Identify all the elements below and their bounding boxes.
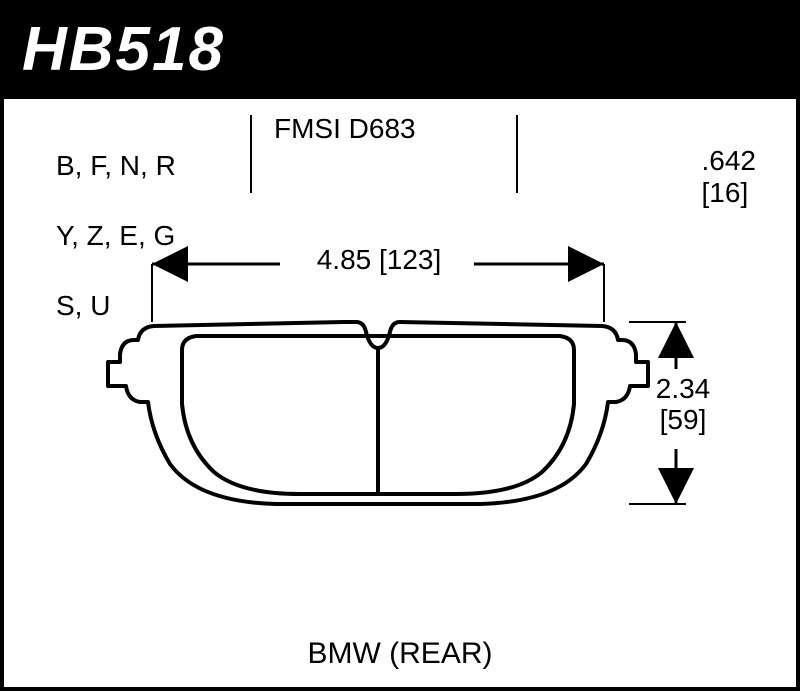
pad-diagram: 4.85 [123] 2.34 [59] — [4, 214, 796, 634]
height-dimension-label: 2.34 [59] — [638, 374, 728, 436]
height-inches: 2.34 — [656, 373, 711, 404]
brake-pad-outline — [108, 322, 648, 504]
vertical-divider-2 — [516, 115, 518, 193]
thickness-inches: .642 — [702, 145, 757, 176]
width-dimension-label: 4.85 [123] — [284, 244, 474, 276]
part-number: HB518 — [22, 14, 778, 85]
thickness-mm: 16 — [709, 177, 740, 208]
width-inches: 4.85 — [317, 244, 372, 275]
fmsi-code: FMSI D683 — [274, 113, 494, 145]
title-bar: HB518 — [4, 4, 796, 99]
vertical-divider-1 — [250, 115, 252, 193]
width-mm: 123 — [387, 244, 434, 275]
spec-sheet-frame: HB518 B, F, N, R Y, Z, E, G S, U FMSI D6… — [0, 0, 800, 691]
application-label: BMW (REAR) — [4, 637, 796, 671]
height-mm: 59 — [667, 404, 698, 435]
compounds-line-1: B, F, N, R — [56, 148, 228, 183]
pad-thickness: .642 [16] — [702, 113, 763, 209]
